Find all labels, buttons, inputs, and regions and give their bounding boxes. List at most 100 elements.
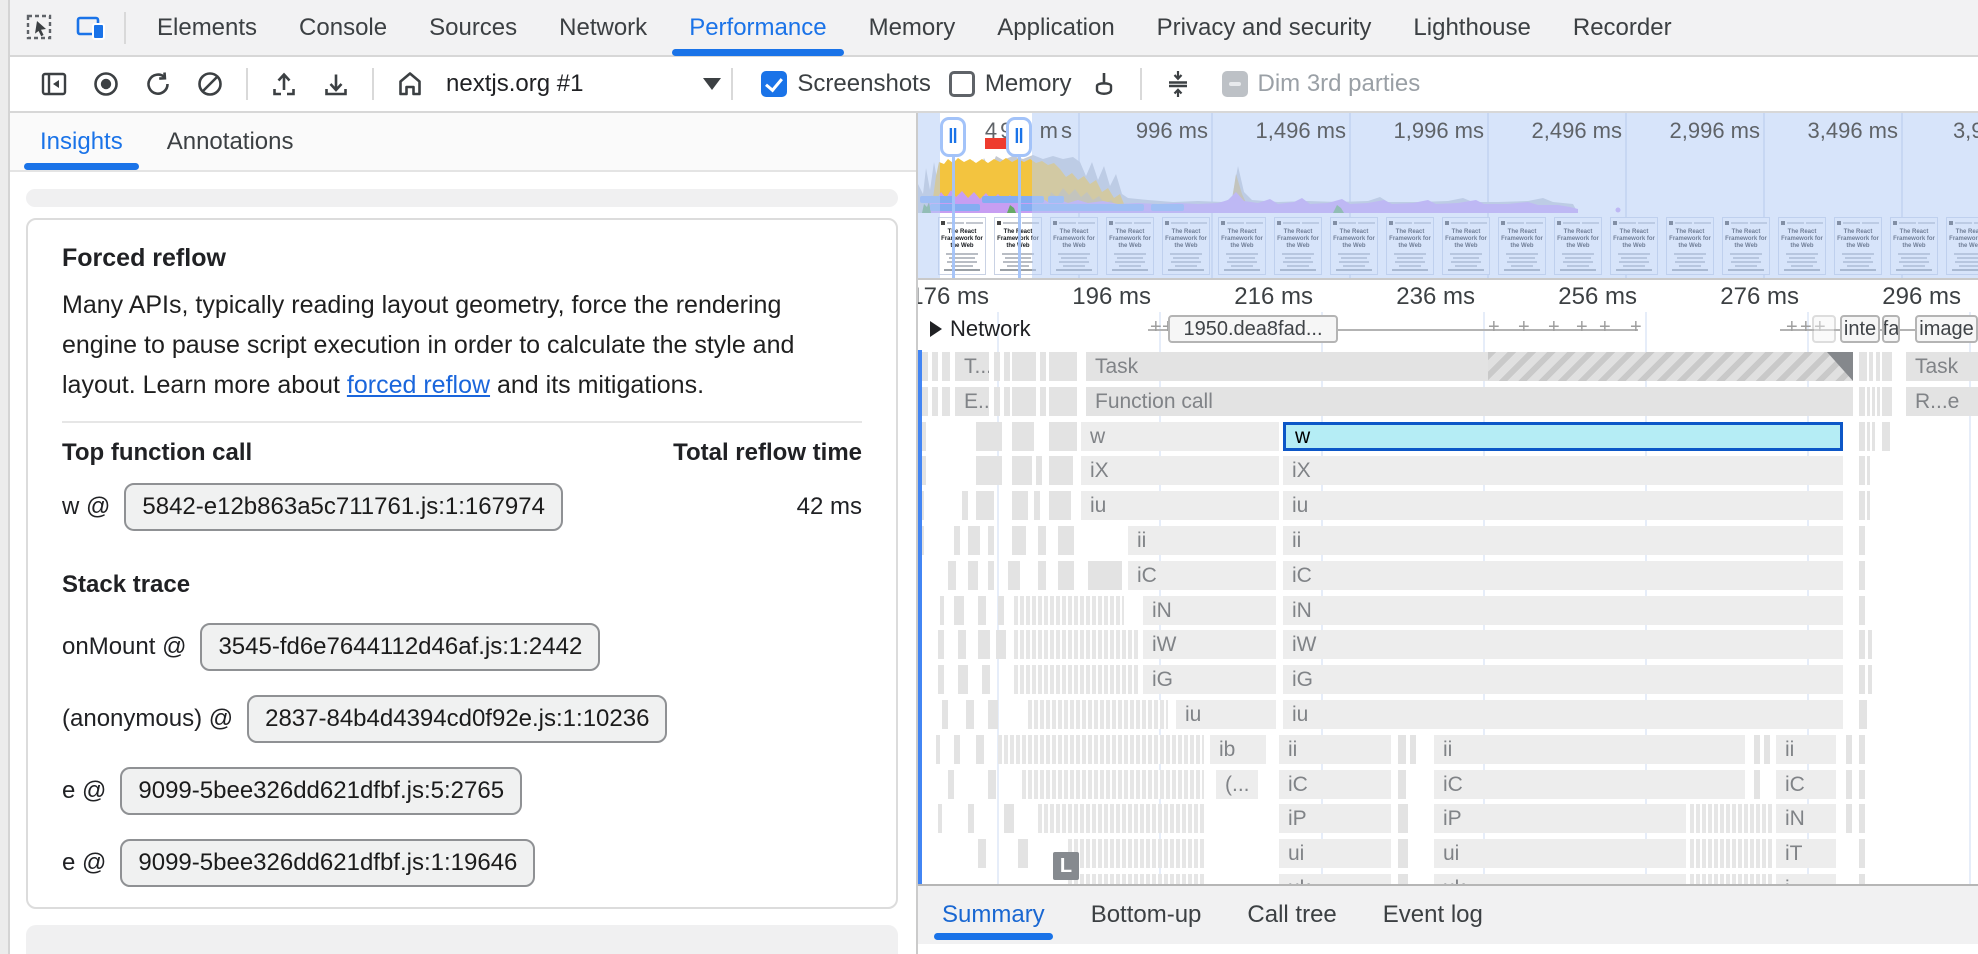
network-request-chip[interactable]: inte: [1840, 315, 1880, 343]
flame-bar[interactable]: [998, 734, 1204, 764]
flame-bar[interactable]: [1859, 456, 1865, 486]
tab-performance[interactable]: Performance: [668, 0, 847, 56]
flame-bar[interactable]: iC: [1279, 769, 1391, 799]
flame-bar[interactable]: ii: [1283, 526, 1843, 555]
flame-bar[interactable]: [1868, 630, 1872, 660]
flame-bar[interactable]: [1040, 386, 1046, 416]
flame-bar[interactable]: [1882, 421, 1890, 451]
flame-bar[interactable]: iC: [1128, 560, 1276, 590]
flame-bar[interactable]: [978, 839, 986, 869]
flame-bar[interactable]: iX: [1081, 456, 1279, 486]
flame-bar[interactable]: [1859, 560, 1865, 590]
flame-bar[interactable]: [1859, 734, 1865, 764]
flame-bar[interactable]: [938, 630, 944, 660]
upload-profile-button[interactable]: [262, 62, 306, 106]
flame-bar[interactable]: [994, 352, 1000, 381]
sidebar-tab-annotations[interactable]: Annotations: [166, 127, 294, 155]
flame-bar[interactable]: [996, 630, 1006, 660]
flame-bar[interactable]: iN: [1776, 804, 1836, 834]
tab-network[interactable]: Network: [559, 13, 648, 41]
flame-bar[interactable]: iP: [1279, 804, 1391, 834]
flame-bar[interactable]: ii: [1776, 734, 1836, 764]
flame-bar[interactable]: iC: [1776, 769, 1836, 799]
flame-bar[interactable]: [942, 700, 948, 729]
flame-bar[interactable]: [978, 630, 990, 660]
flame-bar-selected[interactable]: w: [1283, 421, 1843, 451]
network-request-chip[interactable]: image: [1915, 315, 1978, 343]
flame-bar[interactable]: [1068, 839, 1204, 869]
flame-bar[interactable]: [1876, 352, 1880, 381]
network-request-chip[interactable]: fa: [1882, 315, 1900, 343]
flame-bar[interactable]: [968, 526, 980, 555]
timeline-overview[interactable]: The React Framework for the Web The React…: [918, 113, 1978, 280]
flame-bar[interactable]: iG: [1143, 665, 1276, 695]
flame-bar[interactable]: [998, 595, 1004, 625]
flame-bar[interactable]: [1872, 421, 1875, 451]
cache-lifetimes-insight-card[interactable]: Use efficient cache lifetimes: [26, 925, 898, 954]
flame-bar[interactable]: [1846, 734, 1852, 764]
flame-bar[interactable]: [1012, 386, 1036, 416]
flame-bar[interactable]: [1859, 630, 1865, 660]
flame-bar[interactable]: [962, 491, 968, 521]
flame-bar[interactable]: [954, 595, 964, 625]
forced-reflow-link[interactable]: forced reflow: [346, 371, 491, 399]
flame-bar[interactable]: [1690, 874, 1774, 884]
flame-bar[interactable]: iP: [1434, 804, 1686, 834]
flame-bar[interactable]: [938, 665, 944, 695]
flame-bar[interactable]: [982, 665, 990, 695]
inspect-element-button[interactable]: [18, 6, 62, 50]
home-button[interactable]: [388, 62, 432, 106]
network-request-chip[interactable]: 1950.dea8fad...: [1168, 315, 1338, 343]
flame-bar[interactable]: [918, 352, 928, 381]
flame-bar[interactable]: [1846, 769, 1852, 799]
flame-bar[interactable]: [1012, 456, 1032, 486]
flame-bar[interactable]: iN: [1143, 595, 1276, 625]
flame-bar[interactable]: iW: [1143, 630, 1276, 660]
flame-bar[interactable]: [1004, 804, 1014, 834]
flame-bar[interactable]: [988, 769, 996, 799]
flame-bar[interactable]: [1859, 595, 1865, 625]
flame-bar[interactable]: [1014, 595, 1124, 625]
flame-bar[interactable]: [954, 734, 960, 764]
flame-bar[interactable]: [1859, 700, 1867, 729]
flame-bar[interactable]: [1038, 804, 1204, 834]
record-button[interactable]: [84, 62, 128, 106]
flame-bar[interactable]: iu: [1176, 700, 1276, 729]
flame-bar[interactable]: [932, 386, 938, 416]
network-track-toggle[interactable]: Network: [930, 316, 1031, 342]
profile-select[interactable]: nextjs.org #1: [446, 70, 722, 98]
flame-bar[interactable]: ib: [1210, 734, 1266, 764]
flame-bar[interactable]: [978, 595, 986, 625]
flame-bar[interactable]: ui: [1279, 839, 1391, 869]
download-profile-button[interactable]: [314, 62, 358, 106]
flame-bar[interactable]: [1859, 352, 1867, 381]
flame-bar[interactable]: [1690, 804, 1774, 834]
tab-sources[interactable]: Sources: [429, 13, 518, 41]
flame-bar[interactable]: [1049, 386, 1077, 416]
flame-bar[interactable]: [1028, 700, 1168, 729]
flame-bar[interactable]: [1058, 526, 1074, 555]
flame-bar[interactable]: [1754, 734, 1760, 764]
filmstrip-screenshot[interactable]: The React Framework for the Web: [938, 217, 986, 275]
flame-bar[interactable]: [1410, 734, 1416, 764]
sidebar-tab-insights[interactable]: Insights: [24, 113, 139, 170]
flame-bar[interactable]: [1859, 491, 1865, 521]
clear-button[interactable]: [188, 62, 232, 106]
flame-bar[interactable]: [954, 526, 960, 555]
flame-bar[interactable]: [988, 526, 994, 555]
source-location-link[interactable]: 9099-5bee326dd621dfbf.js:1:19646: [120, 839, 536, 887]
flame-bar[interactable]: [1014, 630, 1140, 660]
flame-bar[interactable]: [936, 734, 940, 764]
flame-bar[interactable]: iC: [1434, 769, 1745, 799]
flame-bar[interactable]: [1012, 491, 1028, 521]
flame-bar[interactable]: [988, 700, 998, 729]
flame-bar[interactable]: uk: [1434, 874, 1686, 884]
flame-bar[interactable]: [942, 386, 950, 416]
flame-bar[interactable]: [1034, 491, 1040, 521]
flame-bar[interactable]: [1859, 526, 1865, 555]
flame-bar[interactable]: [976, 456, 1002, 486]
flame-bar[interactable]: [988, 560, 994, 590]
network-request-chip[interactable]: [1812, 315, 1836, 343]
flame-bar[interactable]: [1754, 769, 1760, 799]
flame-bar[interactable]: [1004, 386, 1010, 416]
